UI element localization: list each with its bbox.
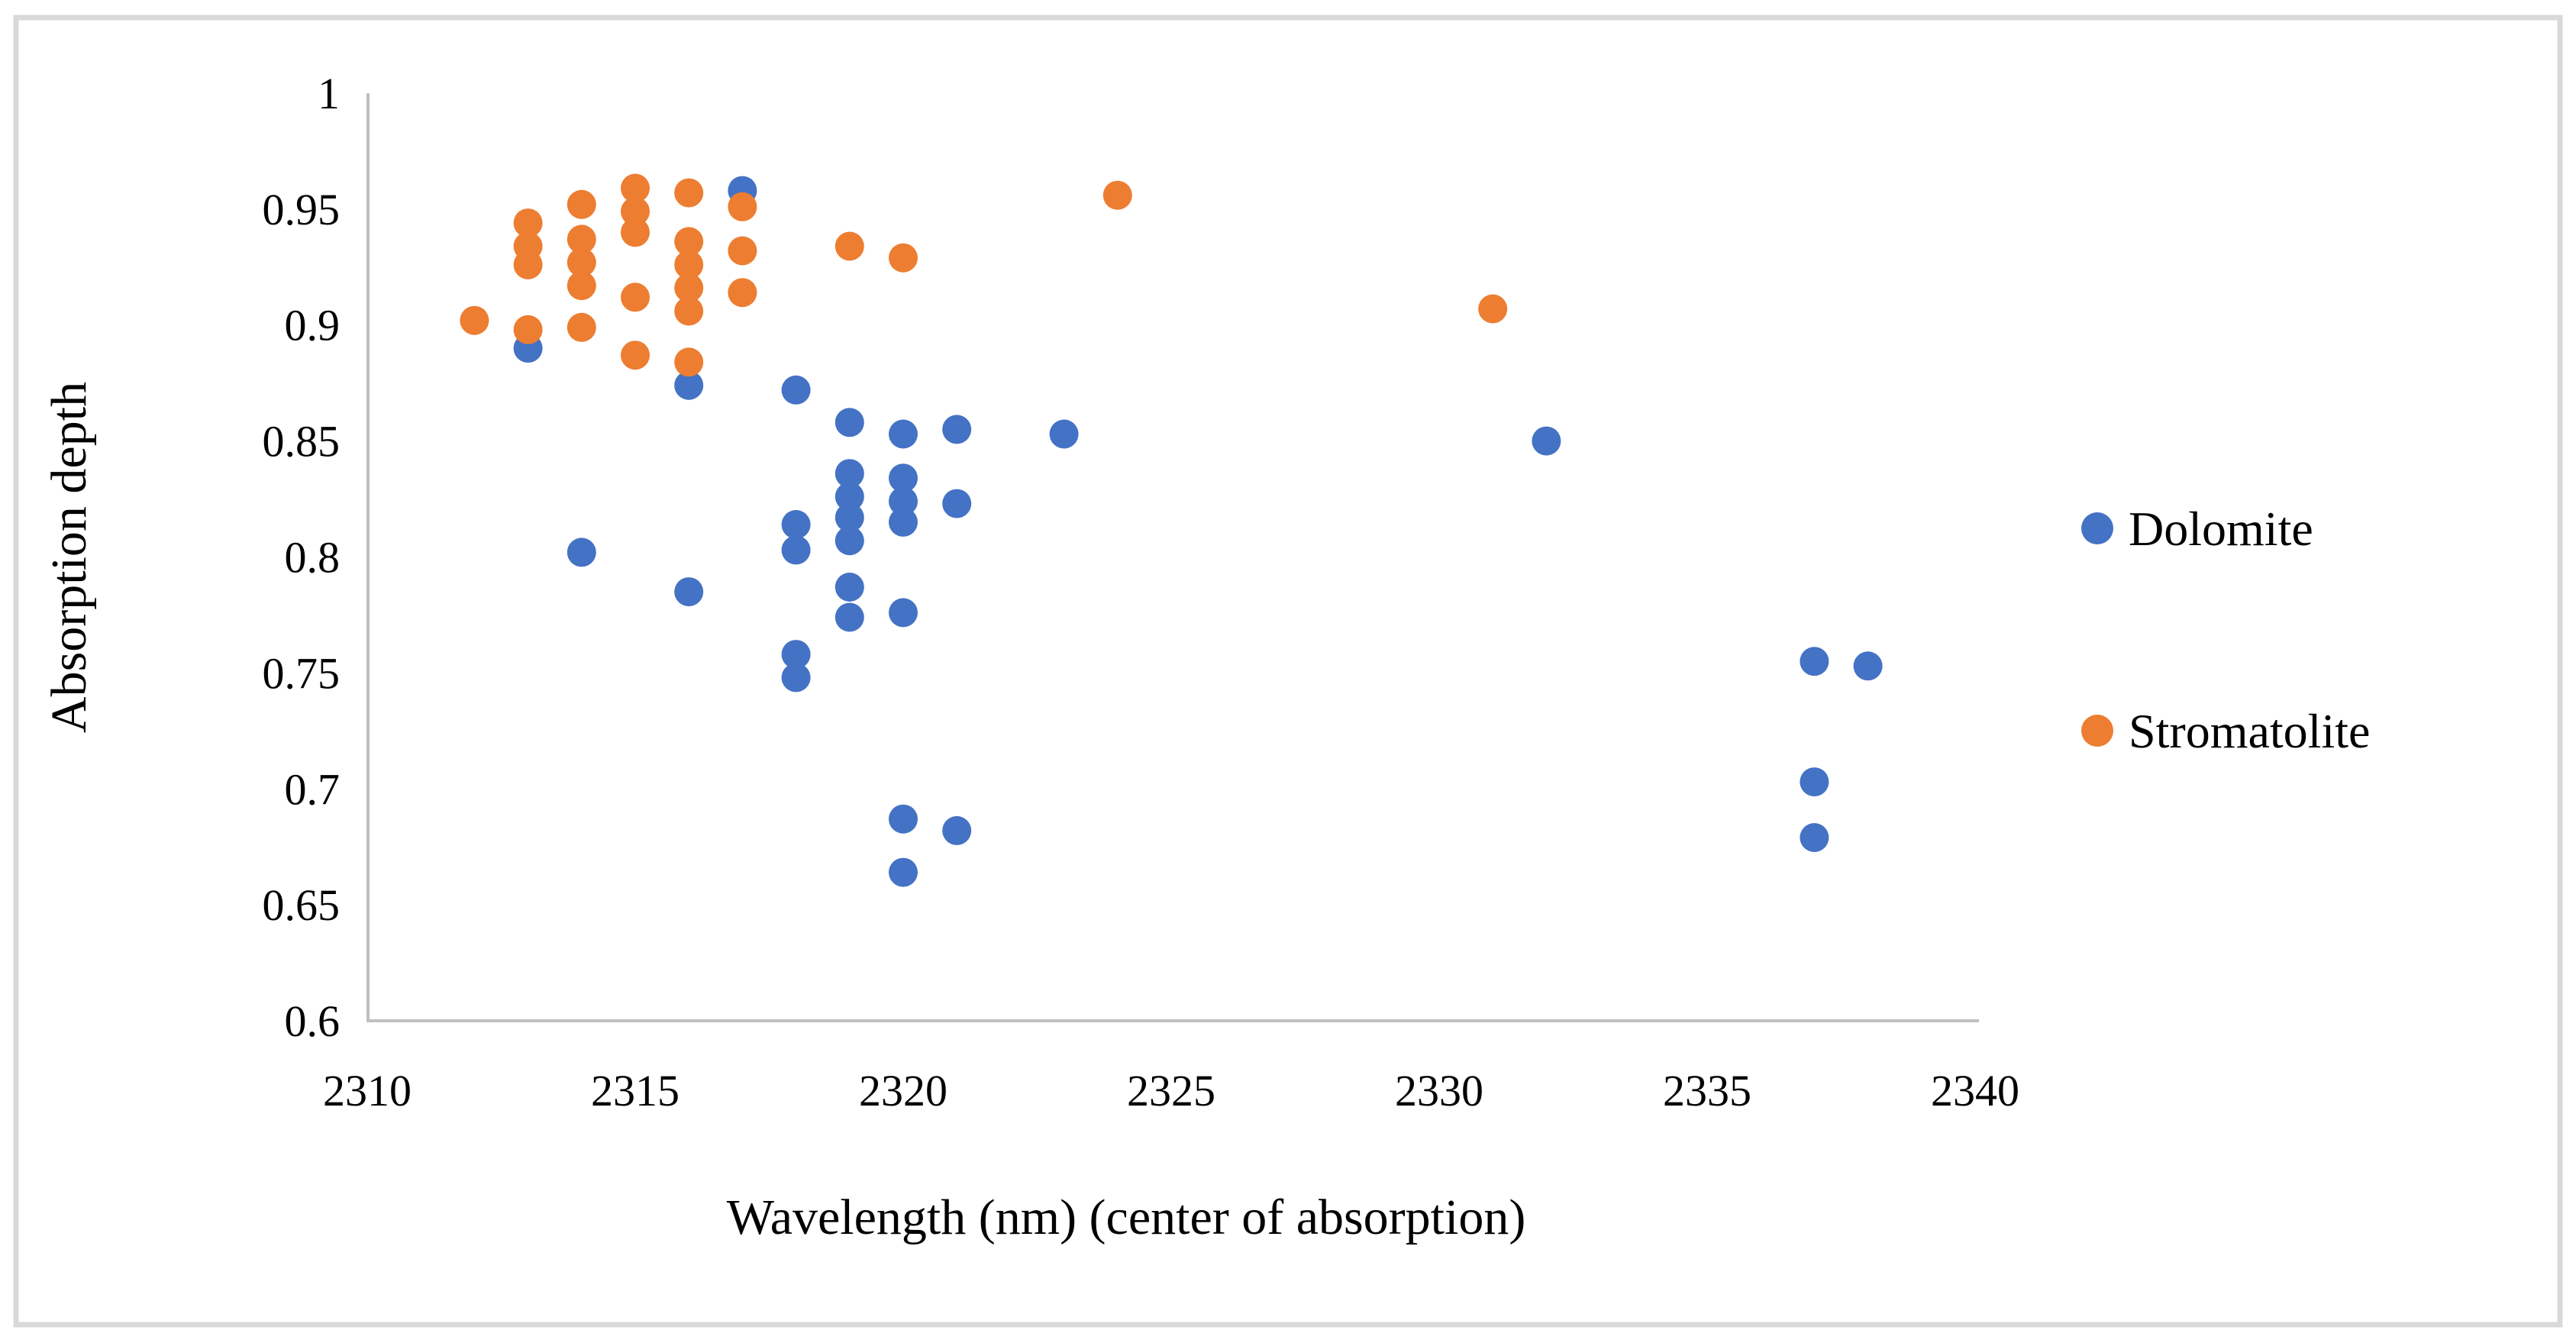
y-tick-label: 0.95 [263,185,341,234]
data-point-dolomite [889,804,918,834]
data-point-dolomite [889,419,918,449]
data-point-stromatolite [567,312,596,342]
y-axis-title: Absorption depth [41,382,97,733]
legend-marker-dolomite-icon [2081,512,2113,544]
data-point-dolomite [889,857,918,887]
x-tick-label: 2315 [591,1066,680,1115]
y-tick-label: 0.7 [285,764,341,814]
data-point-stromatolite [1102,180,1132,210]
y-tick-label: 1 [318,69,340,118]
legend: Dolomite Stromatolite [2081,502,2370,758]
data-point-stromatolite [513,208,543,238]
data-point-dolomite [674,577,704,607]
x-tick-label: 2335 [1663,1066,1751,1115]
data-point-stromatolite [674,178,704,208]
data-point-dolomite [1800,823,1829,852]
data-point-dolomite [1049,419,1079,449]
y-tick-label: 0.6 [285,996,341,1046]
x-tick-label: 2310 [323,1066,412,1115]
data-point-dolomite [1853,651,1883,681]
data-point-dolomite [889,507,918,537]
data-point-dolomite [889,598,918,628]
y-tick-label: 0.85 [263,417,341,466]
data-point-stromatolite [621,282,650,312]
data-point-dolomite [781,535,811,565]
data-point-dolomite [834,502,864,532]
data-point-stromatolite [513,250,543,279]
data-point-dolomite [834,482,864,512]
data-point-dolomite [942,489,972,518]
legend-item-stromatolite: Stromatolite [2081,704,2370,758]
y-tick-label: 0.75 [263,648,341,698]
data-point-stromatolite [621,196,650,226]
data-point-stromatolite [567,189,596,219]
x-tick-label: 2340 [1931,1066,2019,1115]
x-tick-label: 2330 [1395,1066,1483,1115]
legend-item-dolomite: Dolomite [2081,502,2313,556]
data-point-dolomite [834,408,864,437]
data-point-dolomite [781,510,811,539]
data-points-layer [460,173,1883,887]
data-point-stromatolite [834,231,864,261]
data-point-dolomite [1800,647,1829,676]
figure-border [13,15,2563,1328]
y-tick-label: 0.65 [263,880,341,930]
data-point-stromatolite [1478,294,1508,324]
data-point-dolomite [1800,767,1829,797]
data-point-stromatolite [728,236,757,266]
data-point-dolomite [781,640,811,670]
data-point-dolomite [889,486,918,516]
data-point-dolomite [834,573,864,602]
x-tick-label: 2320 [859,1066,947,1115]
data-point-stromatolite [513,315,543,344]
data-point-stromatolite [674,227,704,257]
data-point-dolomite [942,815,972,845]
x-axis-title: Wavelength (nm) (center of absorption) [727,1190,1526,1245]
data-point-stromatolite [728,278,757,308]
data-point-dolomite [781,663,811,692]
legend-label-stromatolite: Stromatolite [2129,704,2370,758]
data-point-dolomite [1532,426,1561,456]
data-point-dolomite [889,463,918,493]
data-point-stromatolite [567,224,596,254]
data-point-stromatolite [674,273,704,303]
y-axis-tick-labels: 1 0.95 0.9 0.85 0.8 0.75 0.7 0.65 0.6 [263,69,341,1046]
legend-label-dolomite: Dolomite [2129,502,2313,556]
data-point-stromatolite [567,247,596,277]
data-point-dolomite [567,538,596,567]
y-tick-label: 0.8 [285,533,341,583]
x-axis-tick-labels: 2310 2315 2320 2325 2330 2335 2340 [323,1066,2019,1115]
data-point-stromatolite [889,243,918,273]
legend-marker-stromatolite-icon [2081,715,2113,747]
data-point-stromatolite [567,271,596,301]
data-point-stromatolite [621,173,650,203]
data-point-stromatolite [728,192,757,221]
data-point-stromatolite [674,296,704,326]
data-point-stromatolite [674,250,704,279]
data-point-stromatolite [621,341,650,370]
data-point-dolomite [834,526,864,556]
data-point-dolomite [781,375,811,405]
axis-lines [366,93,1979,1022]
x-tick-label: 2325 [1127,1066,1215,1115]
data-point-stromatolite [621,218,650,247]
data-point-dolomite [834,459,864,489]
data-point-stromatolite [674,347,704,377]
data-point-dolomite [674,370,704,400]
data-point-dolomite [834,602,864,632]
y-tick-label: 0.9 [285,301,341,350]
data-point-dolomite [942,415,972,444]
data-point-stromatolite [460,305,489,335]
